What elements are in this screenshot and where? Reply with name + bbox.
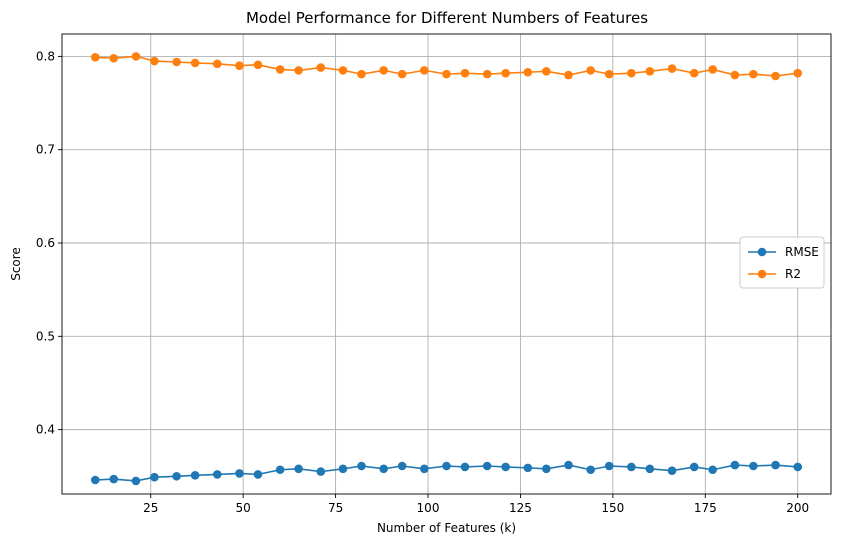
data-point xyxy=(523,463,533,473)
data-point xyxy=(190,471,200,480)
data-point xyxy=(586,465,595,475)
data-point xyxy=(294,66,303,75)
data-point xyxy=(397,461,407,471)
data-point xyxy=(275,465,285,475)
data-point xyxy=(442,69,451,79)
legend-entry-rmse: RMSE xyxy=(785,245,819,259)
data-point xyxy=(793,462,803,472)
data-point xyxy=(109,474,119,484)
chart-title: Model Performance for Different Numbers … xyxy=(246,9,648,27)
x-tick-label: 75 xyxy=(328,501,343,515)
data-point xyxy=(172,471,181,481)
x-tick-label: 100 xyxy=(417,501,440,515)
series-r2 xyxy=(90,52,803,81)
data-point xyxy=(150,56,159,66)
series-rmse xyxy=(90,460,803,486)
data-point xyxy=(749,69,758,79)
data-point xyxy=(109,53,119,63)
data-point xyxy=(708,65,717,74)
data-point xyxy=(730,460,740,470)
data-point xyxy=(604,461,614,471)
data-point xyxy=(564,460,573,470)
data-point xyxy=(379,66,388,75)
data-point xyxy=(708,465,717,475)
y-tick-label: 0.7 xyxy=(36,143,55,157)
x-tick-label: 50 xyxy=(236,501,251,515)
data-point xyxy=(523,67,533,77)
y-tick-label: 0.5 xyxy=(36,329,55,343)
data-point xyxy=(338,66,348,75)
legend-marker xyxy=(757,269,767,279)
data-point xyxy=(645,67,655,76)
data-point xyxy=(90,53,100,62)
legend-marker xyxy=(757,247,767,257)
data-point xyxy=(190,58,200,68)
data-point xyxy=(667,64,677,73)
x-tick-label: 150 xyxy=(601,501,624,515)
data-point xyxy=(442,461,451,471)
y-tick-label: 0.4 xyxy=(36,423,55,437)
data-point xyxy=(793,68,803,78)
data-point xyxy=(212,59,222,69)
data-point xyxy=(294,464,303,474)
data-point xyxy=(627,68,636,78)
data-point xyxy=(482,69,492,79)
data-point xyxy=(90,475,100,485)
x-tick-label: 25 xyxy=(143,501,158,515)
data-point xyxy=(172,57,181,67)
data-point xyxy=(357,69,366,79)
data-point xyxy=(275,65,285,74)
data-point xyxy=(316,63,326,72)
y-tick-label: 0.6 xyxy=(36,236,55,250)
data-point xyxy=(749,461,758,471)
data-point xyxy=(420,464,429,474)
x-axis-label: Number of Features (k) xyxy=(377,521,516,535)
data-point xyxy=(235,61,244,71)
data-point xyxy=(131,476,141,486)
data-point xyxy=(689,462,699,472)
data-series xyxy=(90,52,803,486)
data-point xyxy=(235,469,244,478)
data-point xyxy=(542,67,551,76)
data-point xyxy=(460,68,470,78)
x-tick-label: 175 xyxy=(694,501,717,515)
legend-entry-r2: R2 xyxy=(785,267,801,281)
data-point xyxy=(357,461,366,471)
data-point xyxy=(253,470,263,479)
data-point xyxy=(667,466,677,475)
data-point xyxy=(627,462,636,472)
data-point xyxy=(397,69,407,79)
data-point xyxy=(771,71,780,81)
plot-frame xyxy=(61,33,832,495)
data-point xyxy=(482,461,492,471)
data-point xyxy=(420,66,429,75)
data-point xyxy=(460,462,470,472)
data-point xyxy=(730,70,740,80)
data-point xyxy=(542,464,551,474)
y-axis-label: Score xyxy=(9,247,23,281)
data-point xyxy=(131,52,141,61)
data-point xyxy=(501,462,510,472)
axis-ticks: 25 50 75 100 125 150 175 200 0.4 0.5 0.6 0.7 0.8 xyxy=(36,49,809,515)
data-point xyxy=(212,470,222,479)
grid-lines xyxy=(62,34,831,494)
data-point xyxy=(379,464,388,474)
legend: RMSE R2 xyxy=(739,236,825,289)
x-tick-label: 200 xyxy=(786,501,809,515)
data-point xyxy=(771,460,780,470)
data-point xyxy=(150,472,159,482)
data-point xyxy=(316,467,326,476)
data-point xyxy=(645,464,655,474)
data-point xyxy=(689,68,699,78)
data-point xyxy=(586,66,595,75)
data-point xyxy=(338,464,348,474)
data-point xyxy=(564,70,573,80)
data-point xyxy=(604,69,614,79)
x-tick-label: 125 xyxy=(509,501,532,515)
data-point xyxy=(501,68,510,78)
y-tick-label: 0.8 xyxy=(36,49,55,63)
data-point xyxy=(253,60,263,70)
